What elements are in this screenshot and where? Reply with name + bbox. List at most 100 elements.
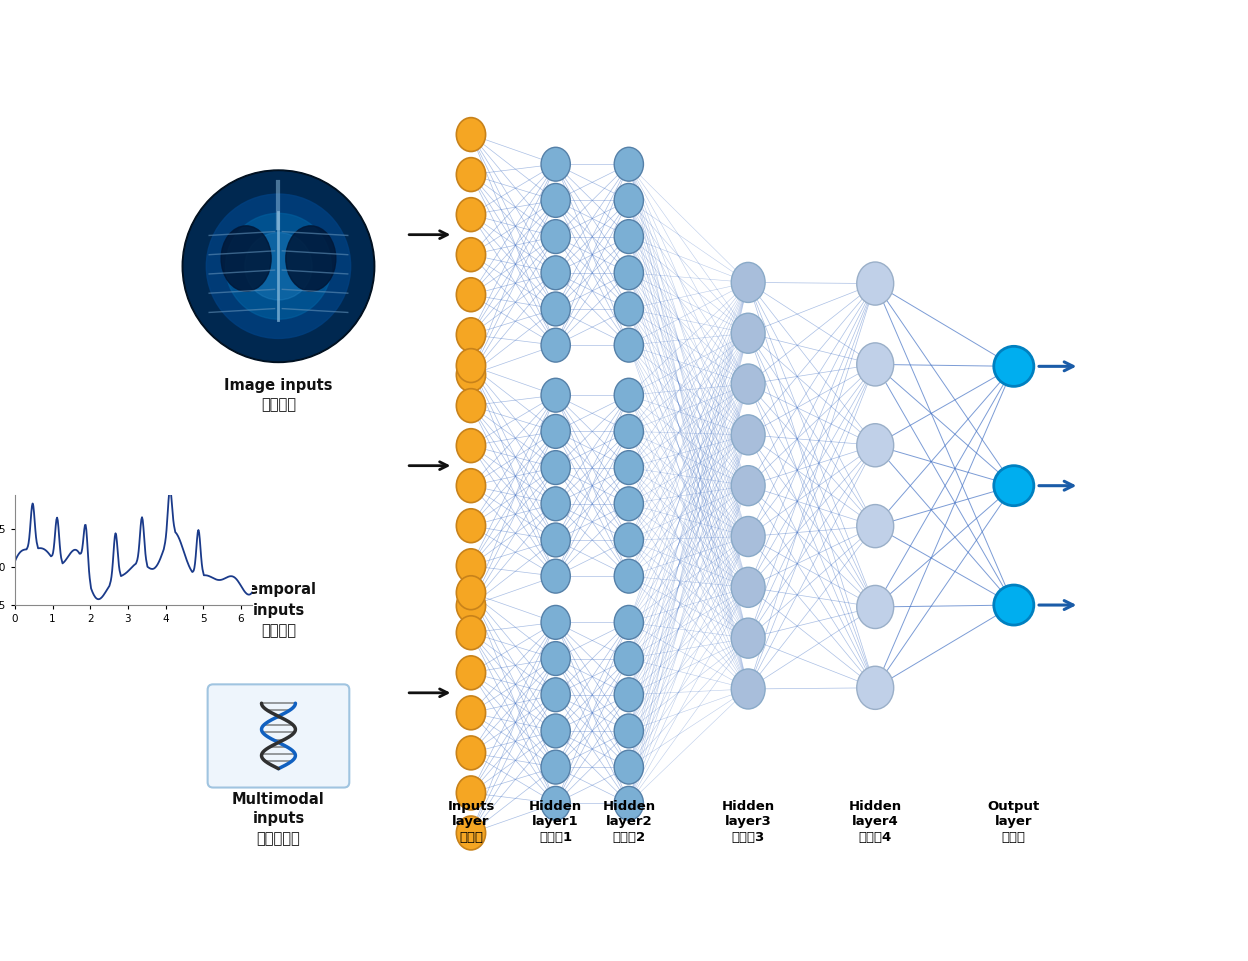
Ellipse shape	[856, 505, 894, 548]
Ellipse shape	[731, 415, 765, 455]
Ellipse shape	[457, 508, 485, 543]
Ellipse shape	[542, 714, 570, 748]
Ellipse shape	[457, 816, 485, 850]
Text: inputs: inputs	[252, 603, 305, 618]
Ellipse shape	[542, 292, 570, 326]
Ellipse shape	[856, 666, 894, 709]
Text: 隐藏层3: 隐藏层3	[731, 830, 765, 844]
Ellipse shape	[856, 343, 894, 386]
Ellipse shape	[457, 776, 485, 810]
Circle shape	[206, 194, 351, 338]
Ellipse shape	[457, 388, 485, 423]
Circle shape	[226, 213, 332, 319]
Ellipse shape	[614, 751, 644, 784]
Ellipse shape	[731, 262, 765, 303]
Ellipse shape	[993, 585, 1033, 625]
Ellipse shape	[731, 567, 765, 607]
Ellipse shape	[457, 736, 485, 770]
Ellipse shape	[542, 786, 570, 821]
Ellipse shape	[457, 357, 485, 392]
Ellipse shape	[542, 184, 570, 217]
Ellipse shape	[542, 329, 570, 362]
Ellipse shape	[542, 256, 570, 289]
Text: Output
layer: Output layer	[987, 800, 1040, 827]
Ellipse shape	[542, 379, 570, 412]
Ellipse shape	[457, 429, 485, 462]
Ellipse shape	[457, 696, 485, 729]
Ellipse shape	[614, 147, 644, 182]
Circle shape	[185, 172, 373, 360]
Ellipse shape	[614, 329, 644, 362]
Ellipse shape	[614, 487, 644, 521]
Ellipse shape	[457, 655, 485, 690]
Ellipse shape	[614, 559, 644, 593]
Ellipse shape	[457, 158, 485, 191]
Ellipse shape	[731, 669, 765, 709]
Circle shape	[182, 170, 374, 362]
Ellipse shape	[542, 678, 570, 712]
Ellipse shape	[614, 451, 644, 484]
Text: 输入层: 输入层	[459, 830, 483, 844]
Circle shape	[245, 233, 312, 300]
Ellipse shape	[614, 523, 644, 557]
Ellipse shape	[457, 349, 485, 382]
Ellipse shape	[457, 318, 485, 352]
Text: Hidden
layer2: Hidden layer2	[603, 800, 655, 827]
Ellipse shape	[542, 487, 570, 521]
Ellipse shape	[457, 117, 485, 152]
Ellipse shape	[856, 585, 894, 628]
Text: 隐藏层4: 隐藏层4	[859, 830, 892, 844]
Ellipse shape	[542, 523, 570, 557]
Ellipse shape	[457, 469, 485, 503]
Text: 图像输入: 图像输入	[261, 397, 296, 412]
Ellipse shape	[542, 147, 570, 182]
Ellipse shape	[614, 605, 644, 639]
Text: Hidden
layer3: Hidden layer3	[721, 800, 775, 827]
Ellipse shape	[614, 379, 644, 412]
Ellipse shape	[614, 292, 644, 326]
Ellipse shape	[731, 618, 765, 658]
Ellipse shape	[457, 576, 485, 609]
Ellipse shape	[457, 549, 485, 582]
Ellipse shape	[614, 714, 644, 748]
Text: Hidden
layer1: Hidden layer1	[529, 800, 583, 827]
Ellipse shape	[614, 642, 644, 676]
Ellipse shape	[542, 751, 570, 784]
Text: Hidden
layer4: Hidden layer4	[849, 800, 902, 827]
Text: 多模态输入: 多模态输入	[257, 831, 301, 847]
Ellipse shape	[731, 364, 765, 404]
Ellipse shape	[542, 605, 570, 639]
Ellipse shape	[457, 278, 485, 311]
Ellipse shape	[731, 466, 765, 505]
Ellipse shape	[856, 262, 894, 306]
Ellipse shape	[542, 451, 570, 484]
Ellipse shape	[457, 237, 485, 272]
Text: Inputs
layer: Inputs layer	[447, 800, 494, 827]
Text: 时序输入: 时序输入	[261, 623, 296, 638]
Ellipse shape	[457, 589, 485, 623]
Text: 输出层: 输出层	[1002, 830, 1026, 844]
Ellipse shape	[614, 220, 644, 254]
Text: 隐藏层2: 隐藏层2	[613, 830, 645, 844]
Ellipse shape	[614, 414, 644, 449]
Ellipse shape	[542, 642, 570, 676]
Ellipse shape	[993, 346, 1033, 386]
Text: Image inputs: Image inputs	[225, 378, 333, 393]
Text: inputs: inputs	[252, 811, 305, 826]
Ellipse shape	[856, 424, 894, 467]
Ellipse shape	[457, 616, 485, 650]
Ellipse shape	[614, 184, 644, 217]
Text: Temporal: Temporal	[241, 582, 317, 597]
Ellipse shape	[542, 414, 570, 449]
Ellipse shape	[221, 226, 271, 291]
Ellipse shape	[731, 516, 765, 556]
Text: Multimodal: Multimodal	[232, 792, 324, 807]
Text: 隐藏层1: 隐藏层1	[539, 830, 573, 844]
Ellipse shape	[614, 256, 644, 289]
Ellipse shape	[614, 786, 644, 821]
Ellipse shape	[457, 198, 485, 232]
Ellipse shape	[542, 559, 570, 593]
Ellipse shape	[993, 466, 1033, 505]
Ellipse shape	[614, 678, 644, 712]
FancyBboxPatch shape	[207, 684, 349, 787]
